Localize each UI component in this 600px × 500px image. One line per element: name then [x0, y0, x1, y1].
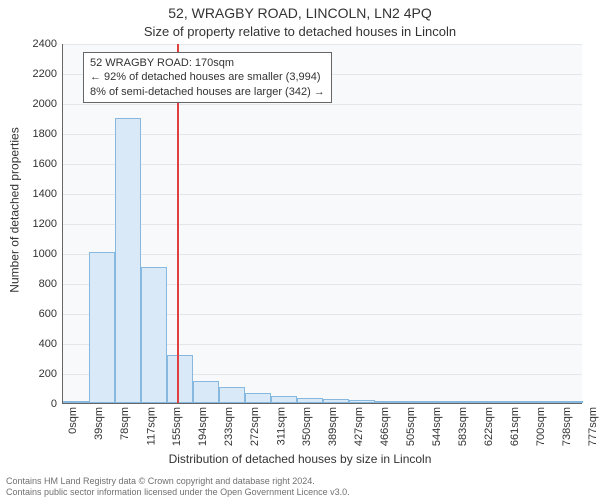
histogram-bar: [63, 401, 88, 403]
chart-title-sub: Size of property relative to detached ho…: [0, 24, 600, 39]
y-tick-label: 800: [39, 278, 63, 290]
histogram-bar: [193, 381, 218, 404]
y-tick-label: 0: [51, 398, 63, 410]
annotation-line: 8% of semi-detached houses are larger (3…: [90, 85, 325, 99]
x-tick-label: 233sqm: [223, 407, 235, 446]
y-tick-label: 1200: [33, 218, 63, 230]
y-tick-label: 2400: [33, 38, 63, 50]
histogram-bar: [401, 401, 426, 403]
histogram-bar: [427, 401, 452, 403]
y-axis-label: Number of detached properties: [8, 127, 22, 292]
x-tick-label: 738sqm: [561, 407, 573, 446]
x-tick-label: 777sqm: [587, 407, 599, 446]
gridline: [63, 224, 582, 225]
y-tick-label: 1400: [33, 188, 63, 200]
histogram-bar: [219, 387, 244, 404]
gridline: [63, 104, 582, 105]
gridline: [63, 194, 582, 195]
annotation-line: 52 WRAGBY ROAD: 170sqm: [90, 56, 325, 70]
annotation-line: ← 92% of detached houses are smaller (3,…: [90, 70, 325, 84]
plot-area: 0200400600800100012001400160018002000220…: [62, 44, 582, 404]
x-axis-label: Distribution of detached houses by size …: [0, 452, 600, 466]
x-tick-label: 544sqm: [431, 407, 443, 446]
y-tick-label: 1000: [33, 248, 63, 260]
chart-footer: Contains HM Land Registry data © Crown c…: [6, 476, 594, 499]
y-tick-label: 200: [39, 368, 63, 380]
y-tick-label: 600: [39, 308, 63, 320]
y-tick-label: 1600: [33, 158, 63, 170]
x-tick-label: 78sqm: [119, 407, 131, 440]
x-tick-label: 389sqm: [327, 407, 339, 446]
x-tick-label: 0sqm: [67, 407, 79, 434]
x-tick-label: 155sqm: [171, 407, 183, 446]
histogram-bar: [89, 252, 114, 404]
y-tick-label: 1800: [33, 128, 63, 140]
histogram-bar: [531, 401, 556, 403]
chart-title-main: 52, WRAGBY ROAD, LINCOLN, LN2 4PQ: [0, 5, 600, 21]
x-tick-label: 427sqm: [353, 407, 365, 446]
y-tick-label: 2200: [33, 68, 63, 80]
histogram-bar: [115, 118, 140, 403]
footer-line-1: Contains HM Land Registry data © Crown c…: [6, 476, 594, 487]
x-tick-label: 700sqm: [535, 407, 547, 446]
x-tick-label: 311sqm: [275, 407, 287, 445]
x-tick-label: 117sqm: [145, 407, 157, 445]
property-size-histogram: 52, WRAGBY ROAD, LINCOLN, LN2 4PQ Size o…: [0, 0, 600, 500]
x-tick-label: 583sqm: [457, 407, 469, 446]
histogram-bar: [349, 400, 374, 403]
histogram-bar: [557, 401, 582, 403]
x-tick-label: 622sqm: [483, 407, 495, 446]
x-tick-label: 661sqm: [509, 407, 521, 446]
x-tick-label: 466sqm: [379, 407, 391, 446]
x-tick-label: 272sqm: [249, 407, 261, 446]
histogram-bar: [297, 398, 322, 403]
x-tick-label: 350sqm: [301, 407, 313, 446]
histogram-bar: [167, 355, 192, 403]
histogram-bar: [323, 399, 348, 403]
histogram-bar: [479, 401, 504, 403]
y-tick-label: 400: [39, 338, 63, 350]
histogram-bar: [141, 267, 166, 404]
property-annotation-box: 52 WRAGBY ROAD: 170sqm← 92% of detached …: [83, 52, 332, 103]
histogram-bar: [245, 393, 270, 404]
gridline: [63, 164, 582, 165]
x-tick-label: 194sqm: [197, 407, 209, 446]
histogram-bar: [375, 401, 400, 403]
histogram-bar: [453, 401, 478, 403]
x-tick-label: 505sqm: [405, 407, 417, 446]
histogram-bar: [271, 396, 296, 403]
y-axis-label-wrap: Number of detached properties: [8, 0, 22, 420]
y-tick-label: 2000: [33, 98, 63, 110]
gridline: [63, 134, 582, 135]
footer-line-2: Contains public sector information licen…: [6, 487, 594, 498]
gridline: [63, 44, 582, 45]
histogram-bar: [505, 401, 530, 403]
x-tick-label: 39sqm: [93, 407, 105, 440]
gridline: [63, 254, 582, 255]
